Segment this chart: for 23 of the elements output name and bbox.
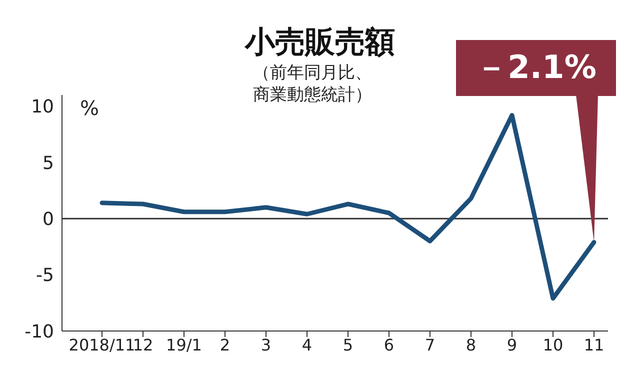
x-tick-label: 8: [466, 335, 476, 354]
x-tick-label: 11: [584, 335, 604, 354]
x-tick-label: 19/1: [166, 335, 202, 354]
x-tick-label: 6: [384, 335, 394, 354]
line-series: [100, 112, 596, 301]
x-tick-label: 2018/11: [68, 335, 136, 354]
x-tick-label: 7: [424, 335, 436, 354]
chart-title: 小売販売額: [244, 24, 396, 62]
y-axis-title: %: [80, 96, 100, 120]
x-tick-label: 12: [132, 335, 154, 354]
annotation: －2.1%: [476, 48, 596, 86]
y-tick-label: 10: [31, 96, 54, 118]
x-tick-label: 4: [302, 335, 312, 354]
x-tick-label: 3: [260, 335, 272, 354]
x-tick-label: 5: [342, 335, 354, 354]
y-tick-label: -10: [24, 321, 54, 342]
y-tick-label: -5: [36, 265, 54, 286]
chart-subtitle: （前年同月比、商業動態統計）: [252, 62, 373, 106]
x-tick-label: 9: [506, 335, 518, 354]
y-tick-label: 5: [42, 152, 54, 174]
x-tick-label: 2: [220, 335, 230, 354]
x-tick-label: 10: [542, 335, 564, 354]
y-tick-label: 0: [42, 209, 54, 230]
